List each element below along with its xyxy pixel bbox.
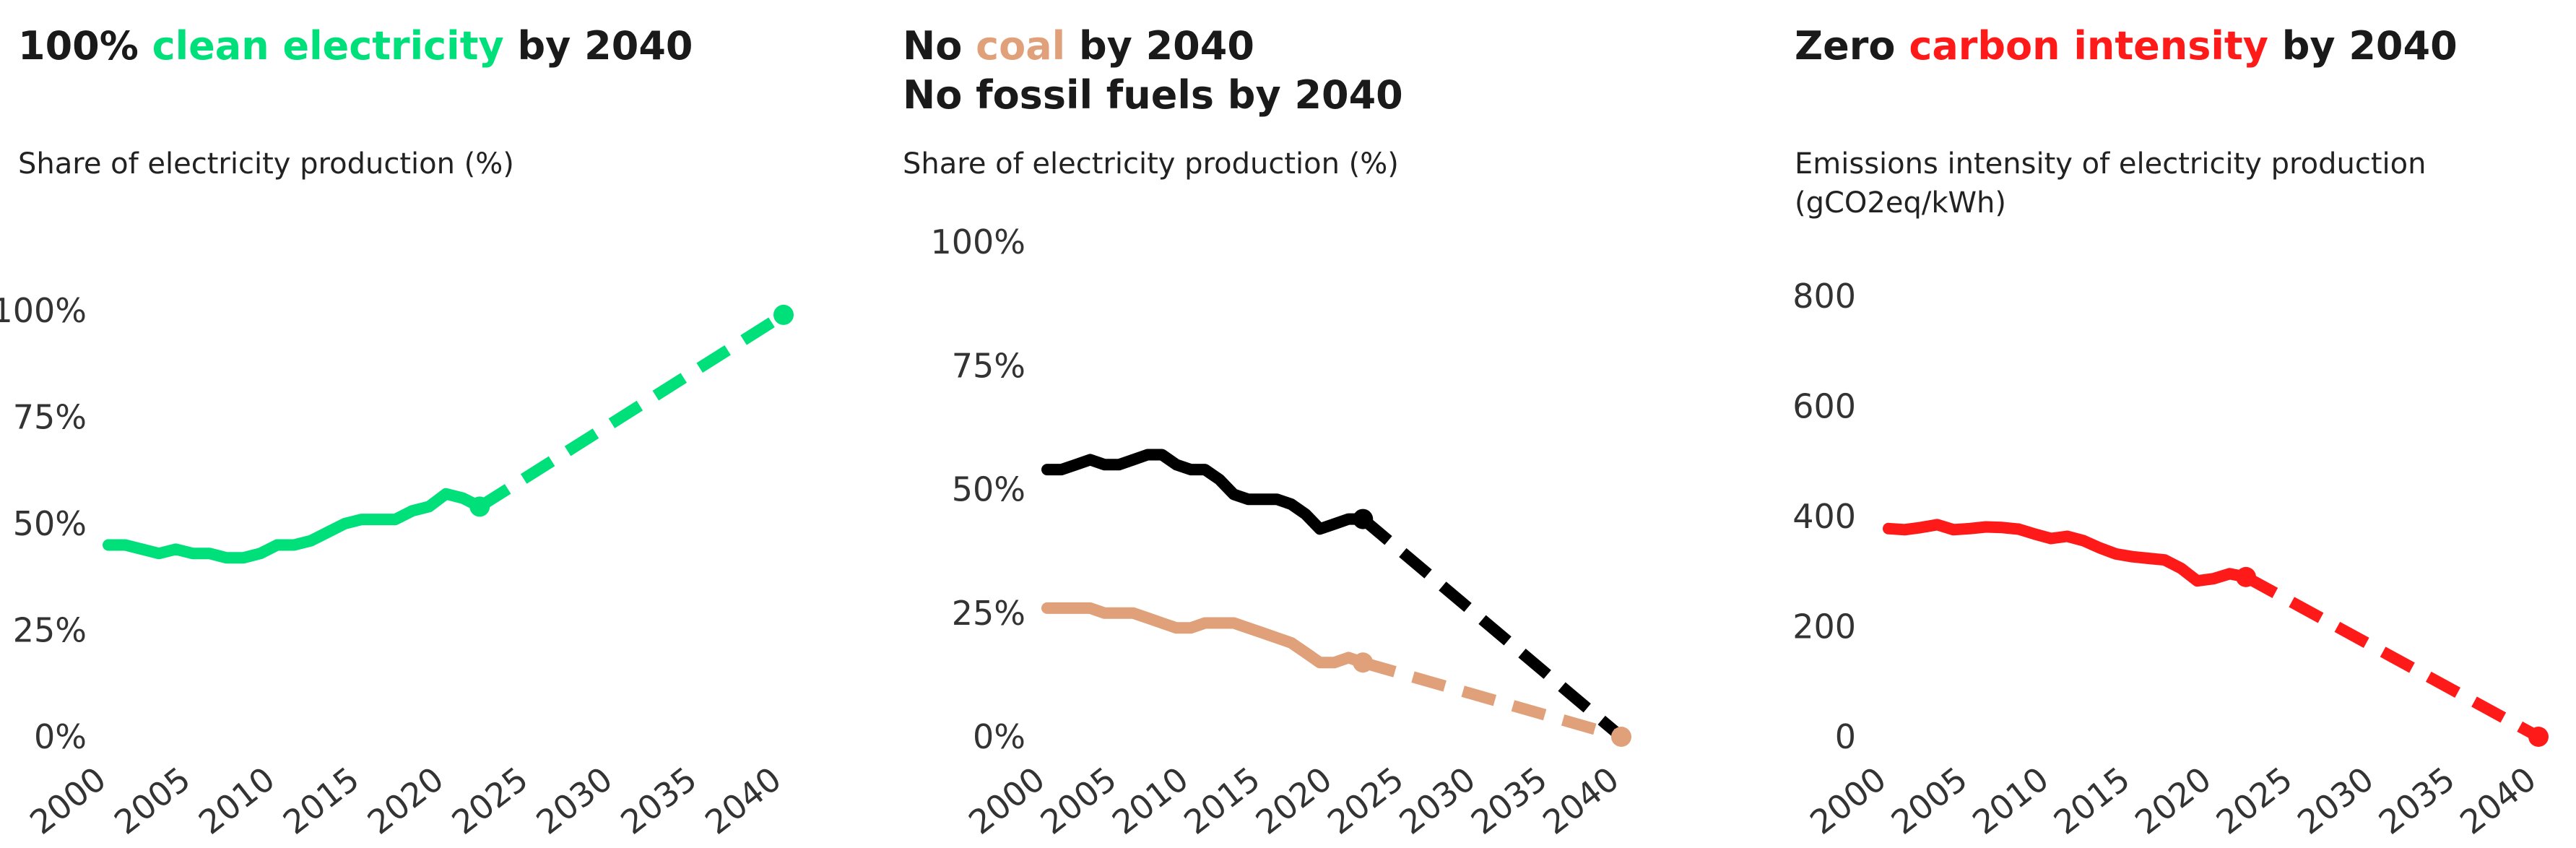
series-0-marker <box>2236 566 2256 587</box>
y-tick-label: 0% <box>973 717 1025 756</box>
chart-title: 100% clean electricity by 2040 <box>18 23 693 69</box>
series-1-marker <box>1611 727 1631 747</box>
x-tick-label: 2015 <box>2047 759 2138 842</box>
x-tick-label: 2020 <box>1249 759 1340 842</box>
carbon-intensity-panel: Zero carbon intensity by 2040 Emissions … <box>1777 0 2576 848</box>
series-1-historical-line <box>1041 602 1369 669</box>
x-tick-label: 2040 <box>2453 759 2544 842</box>
y-tick-label: 600 <box>1792 387 1856 426</box>
series-0-projection-line <box>477 310 787 512</box>
series-1-projection-line <box>1361 657 1623 743</box>
y-tick-label: 75% <box>952 346 1025 385</box>
series-0-historical-line <box>1883 519 2252 587</box>
x-tick-label: 2030 <box>529 759 620 842</box>
chart-title: Zero carbon intensity by 2040 <box>1795 23 2458 69</box>
y-tick-label: 400 <box>1792 497 1856 536</box>
x-tick-label: 2035 <box>613 759 704 842</box>
y-tick-label: 0 <box>1835 717 1856 756</box>
chart-subtitle: Emissions intensity of electricity produ… <box>1795 147 2427 220</box>
x-tick-label: 2035 <box>1464 759 1555 842</box>
x-tick-label: 2025 <box>445 759 536 842</box>
y-tick-label: 200 <box>1792 607 1856 646</box>
x-tick-label: 2015 <box>1176 759 1267 842</box>
series-0-marker <box>1353 509 1374 529</box>
x-tick-label: 2030 <box>2290 759 2381 842</box>
x-tick-label: 2000 <box>1803 759 1894 842</box>
title-highlight: carbon intensity <box>1909 23 2268 69</box>
x-tick-label: 2000 <box>22 759 113 842</box>
y-tick-label: 25% <box>952 594 1025 633</box>
series-0-historical-line <box>103 488 486 564</box>
x-tick-label: 2005 <box>1033 759 1124 842</box>
title-highlight: clean electricity <box>152 23 504 69</box>
coal-fossil-chart: 0%25%50%75%100%2000200520102015202020252… <box>930 222 1631 842</box>
title-line-2: No fossil fuels by 2040 <box>903 72 1403 118</box>
x-tick-label: 2005 <box>1884 759 1975 842</box>
series-0-marker <box>773 304 794 325</box>
chart-subtitle: Share of electricity production (%) <box>903 147 1399 181</box>
chart-title: No coal by 2040 No fossil fuels by 2040 <box>903 23 1403 118</box>
x-tick-label: 2030 <box>1392 759 1483 842</box>
x-tick-label: 2010 <box>191 759 282 842</box>
series-0-marker <box>2528 727 2549 747</box>
series-0-projection-line <box>1359 514 1626 742</box>
x-tick-label: 2000 <box>961 759 1052 842</box>
x-tick-label: 2040 <box>1535 759 1626 842</box>
x-tick-label: 2025 <box>1320 759 1411 842</box>
x-tick-label: 2020 <box>2128 759 2219 842</box>
x-tick-label: 2010 <box>1105 759 1196 842</box>
x-tick-label: 2005 <box>107 759 198 842</box>
y-tick-label: 25% <box>13 611 87 650</box>
y-tick-label: 50% <box>952 470 1025 509</box>
y-tick-label: 100% <box>930 222 1025 261</box>
series-1-marker <box>1353 652 1374 673</box>
y-tick-label: 100% <box>0 291 87 330</box>
series-0-marker <box>469 496 490 517</box>
y-tick-label: 0% <box>34 717 87 756</box>
chart-subtitle: Share of electricity production (%) <box>18 147 514 181</box>
x-tick-label: 2010 <box>1965 759 2056 842</box>
y-tick-label: 50% <box>13 504 87 543</box>
x-tick-label: 2025 <box>2209 759 2300 842</box>
coal-fossil-panel: No coal by 2040 No fossil fuels by 2040 S… <box>885 0 1722 848</box>
title-highlight: coal <box>976 23 1066 69</box>
series-0-historical-line <box>1041 449 1369 535</box>
carbon-intensity-chart: 0200400600800200020052010201520202025203… <box>1792 277 2549 842</box>
x-tick-label: 2035 <box>2372 759 2463 842</box>
x-tick-label: 2020 <box>360 759 451 842</box>
clean-electricity-chart: 0%25%50%75%100%2000200520102015202020252… <box>0 291 794 842</box>
x-tick-label: 2015 <box>276 759 367 842</box>
x-tick-label: 2040 <box>698 759 789 842</box>
series-0-projection-line <box>2243 571 2541 743</box>
clean-electricity-panel: 100% clean electricity by 2040 Share of … <box>0 0 838 848</box>
y-tick-label: 75% <box>13 398 87 437</box>
y-tick-label: 800 <box>1792 277 1856 316</box>
